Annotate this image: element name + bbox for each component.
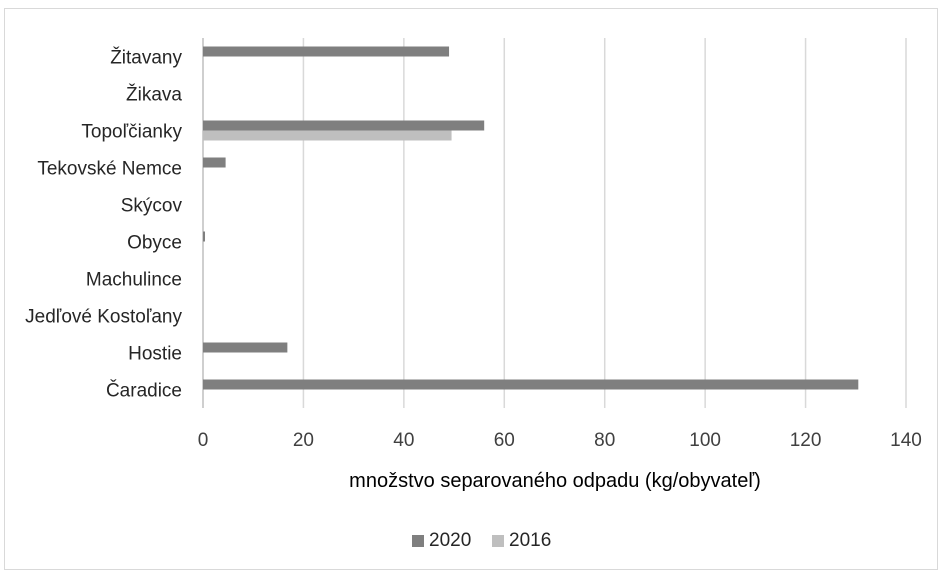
bar-2020 xyxy=(203,46,450,57)
bars xyxy=(203,46,859,390)
x-tick-label: 100 xyxy=(689,430,721,451)
bar-2020 xyxy=(203,342,288,353)
x-tick-label: 120 xyxy=(790,430,822,451)
category-label: Machulince xyxy=(86,270,182,291)
category-labels: Čaradice Hostie Jedľové Kostoľany Machulinc… xyxy=(25,47,182,402)
category-label: Topoľčianky xyxy=(81,122,182,143)
bar-2016 xyxy=(203,130,452,141)
category-label: Čaradice xyxy=(106,380,182,402)
x-tick-labels: 0 20 40 60 80 100 120 140 xyxy=(198,430,922,451)
legend-label: 2016 xyxy=(509,530,551,551)
x-tick-label: 40 xyxy=(393,430,414,451)
legend-swatch xyxy=(492,535,504,547)
x-tick-label: 0 xyxy=(198,430,209,451)
category-label: Tekovské Nemce xyxy=(37,159,182,180)
x-tick-label: 80 xyxy=(594,430,615,451)
category-label: Jedľové Kostoľany xyxy=(25,307,182,328)
x-tick-label: 20 xyxy=(293,430,314,451)
legend-label: 2020 xyxy=(429,530,471,551)
legend-swatch xyxy=(412,535,424,547)
x-axis-title: množstvo separovaného odpadu (kg/obyvate… xyxy=(349,470,761,492)
bar-2020 xyxy=(203,120,485,131)
category-label: Žitavany xyxy=(110,47,182,69)
x-tick-label: 60 xyxy=(494,430,515,451)
category-label: Žikava xyxy=(126,84,182,106)
gridlines xyxy=(202,38,907,408)
category-label: Hostie xyxy=(128,344,182,365)
bar-2020 xyxy=(203,379,859,390)
category-label: Skýcov xyxy=(121,196,183,217)
legend: 2020 2016 xyxy=(412,530,551,551)
x-tick-label: 140 xyxy=(890,430,922,451)
bar-2020 xyxy=(203,157,226,168)
bar-2020 xyxy=(203,231,206,242)
category-label: Obyce xyxy=(127,233,182,254)
chart-frame xyxy=(4,8,938,570)
